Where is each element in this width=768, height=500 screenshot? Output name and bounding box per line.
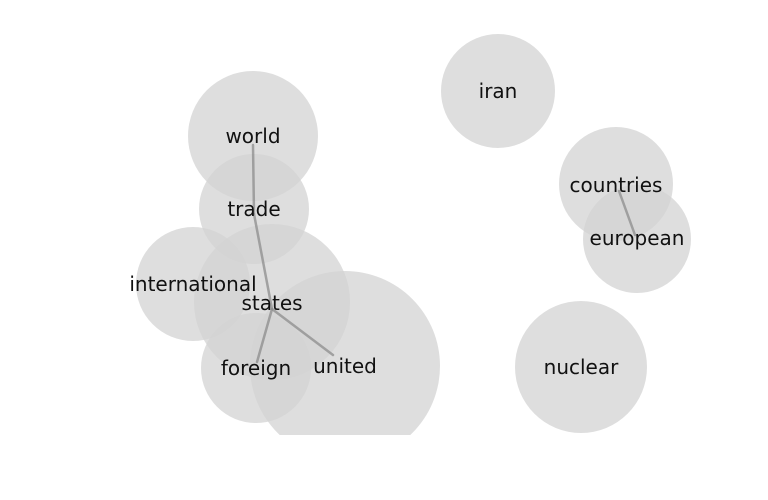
- link-countries-european: [617, 189, 637, 237]
- word-label-nuclear: nuclear: [544, 355, 619, 379]
- word-label-foreign: foreign: [221, 356, 291, 380]
- link-trade-states: [252, 212, 274, 311]
- bubble-european: [583, 185, 691, 293]
- bubble-nuclear: [515, 301, 647, 433]
- label-layer: united states world nuclear trade internation…: [129, 79, 684, 380]
- word-label-states: states: [241, 291, 302, 315]
- word-label-trade: trade: [227, 197, 280, 221]
- bubble-iran: [441, 34, 555, 148]
- word-label-countries: countries: [570, 173, 663, 197]
- word-label-world: world: [225, 124, 280, 148]
- link-world-trade: [251, 143, 256, 216]
- link-layer: [251, 143, 637, 364]
- word-label-international: international: [129, 272, 256, 296]
- bubble-international: [136, 227, 250, 341]
- word-label-iran: iran: [479, 79, 518, 103]
- link-states-united: [270, 307, 335, 357]
- bubble-foreign: [201, 313, 311, 423]
- word-label-european: european: [590, 226, 685, 250]
- bubble-layer: [136, 34, 691, 435]
- link-states-foreign: [255, 307, 274, 364]
- word-label-united: united: [313, 354, 377, 378]
